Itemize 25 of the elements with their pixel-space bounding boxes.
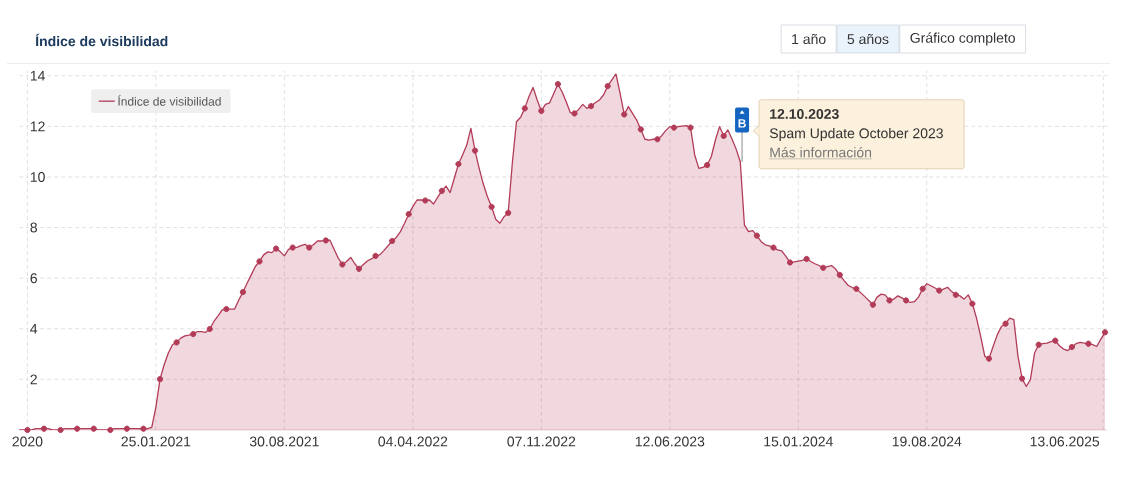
annotation: Spam Update October 2023 <box>769 127 943 142</box>
text: Gráfico completo <box>910 32 1015 46</box>
y-tick-label: 8 <box>30 222 37 233</box>
x-tick-label: 04.04.2022 <box>378 436 448 447</box>
x-tick-label: 12.06.2023 <box>635 436 705 447</box>
annotation: Más información <box>770 146 872 158</box>
x-tick-label: 15.01.2024 <box>764 436 833 447</box>
x-tick-label: 19.08.2024 <box>892 436 962 447</box>
y-tick-label: 4 <box>30 323 38 334</box>
text: 1 año <box>792 33 826 45</box>
y-tick-label: 12 <box>30 121 45 132</box>
x-tick-label: 2020 <box>12 436 43 447</box>
y-tick-label: 14 <box>30 70 45 81</box>
text: 5 años <box>847 33 889 45</box>
y-tick-label: 6 <box>30 273 37 284</box>
x-tick-label: 25.01.2021 <box>121 436 191 447</box>
ref-line-label: B <box>738 119 746 128</box>
y-tick-label: 10 <box>30 171 45 182</box>
x-tick-label: 07.11.2022 <box>507 436 576 447</box>
chart-title: Índice de visibilidad <box>35 33 168 47</box>
y-tick-label: 2 <box>30 374 37 385</box>
x-tick-label: 30.08.2021 <box>249 436 319 447</box>
x-tick-label: 13.06.2025 <box>1030 436 1100 447</box>
legend-label: Índice de visibilidad <box>118 95 221 106</box>
annotation: 12.10.2023 <box>770 108 839 119</box>
